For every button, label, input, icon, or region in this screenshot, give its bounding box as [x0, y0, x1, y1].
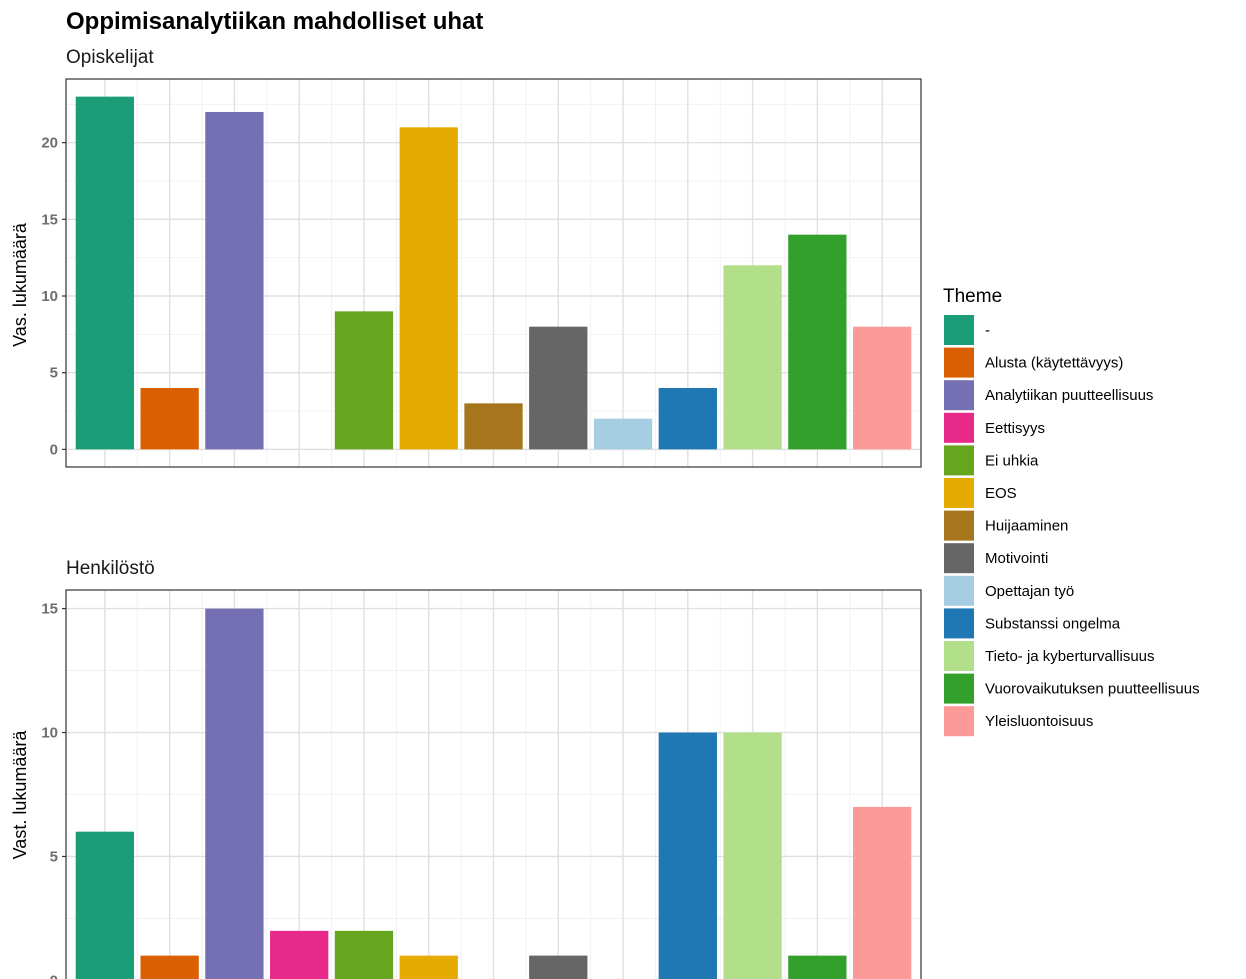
legend-key — [944, 575, 974, 606]
y-tick-label: 5 — [50, 848, 58, 865]
y-tick-label: 15 — [41, 211, 58, 228]
y-tick-label: 10 — [41, 725, 58, 742]
bar-yleisluontoisuus — [852, 326, 912, 450]
legend-label: Opettajan työ — [985, 583, 1074, 600]
legend-label: Yleisluontoisuus — [985, 713, 1093, 730]
panel-border — [65, 589, 922, 979]
y-axis-title: Vas. lukumäärä — [10, 222, 30, 347]
legend-label: Tieto- ja kyberturvallisuus — [985, 648, 1155, 665]
legend-key — [944, 641, 974, 671]
bar-substanssi-ongelma — [658, 388, 717, 450]
bar-tieto-ja-kyberturvallisuus — [723, 732, 782, 979]
panel-henkilosto: Henkilöstö 0 5 10 15 Vast. lukumäärä — [10, 558, 922, 979]
y-axis-title: Vast. lukumäärä — [10, 730, 30, 860]
bar-eos — [399, 127, 458, 450]
bar-alusta-kaytettavyys — [140, 955, 199, 979]
bars — [75, 96, 912, 450]
legend-item-substanssi-ongelma: Substanssi ongelma — [944, 608, 1121, 639]
legend-key — [944, 380, 974, 411]
grid — [66, 590, 921, 979]
legend-item-eettisyys: Eettisyys — [944, 412, 1045, 443]
legend-label: Vuorovaikutuksen puutteellisuus — [985, 681, 1200, 698]
legend-item-analytiikan-puutteellisuus: Analytiikan puutteellisuus — [944, 380, 1153, 411]
legend-label: Eettisyys — [985, 420, 1045, 437]
legend-item-yleisluontoisuus: Yleisluontoisuus — [944, 706, 1093, 737]
bar-ei-uhkia — [334, 930, 394, 979]
legend-item-eos: EOS — [944, 478, 1017, 508]
y-tick-label: 0 — [50, 441, 58, 458]
legend-key — [944, 543, 974, 574]
legend-label: Analytiikan puutteellisuus — [985, 387, 1153, 404]
legend-item-opettajan-tyo: Opettajan työ — [944, 575, 1074, 606]
bar-motivointi — [529, 955, 588, 979]
legend-key — [944, 608, 974, 639]
bar-yleisluontoisuus — [852, 806, 912, 979]
panel-opiskelijat: Opiskelijat 0 5 10 15 20 Vas. lukumäärä — [10, 47, 922, 468]
legend-item-tieto-ja-kyberturvallisuus: Tieto- ja kyberturvallisuus — [944, 641, 1155, 671]
bar-substanssi-ongelma — [658, 732, 717, 979]
bar-opettajan-tyo — [593, 418, 653, 450]
bar-eettisyys — [270, 930, 329, 979]
legend-key — [944, 673, 974, 704]
bars — [75, 608, 912, 979]
panel-subtitle-opiskelijat: Opiskelijat — [66, 47, 154, 68]
legend-label: EOS — [985, 485, 1017, 502]
bar-huijaaminen — [464, 403, 523, 450]
legend-label: Ei uhkia — [985, 452, 1039, 469]
chart-title: Oppimisanalytiikan mahdolliset uhat — [66, 8, 483, 35]
legend-item-alusta-kaytettavyys: Alusta (käytettävyys) — [944, 347, 1123, 378]
legend-key — [944, 510, 974, 541]
bar-analytiikan-puutteellisuus — [205, 111, 264, 450]
y-tick-label: 15 — [41, 601, 58, 618]
y-tick-label: 5 — [50, 365, 58, 382]
bar-ei-uhkia — [334, 311, 394, 450]
bar-alusta-kaytettavyys — [140, 388, 199, 450]
legend: Theme - Alusta (käytettävyys) Analytiikan … — [943, 286, 1200, 737]
legend-item-dash: - — [944, 315, 990, 345]
legend-key — [944, 445, 974, 476]
bar-dash — [75, 831, 135, 979]
legend-label: Alusta (käytettävyys) — [985, 355, 1123, 372]
legend-key — [944, 706, 974, 737]
bar-tieto-ja-kyberturvallisuus — [723, 265, 782, 450]
legend-label: Motivointi — [985, 550, 1048, 567]
bar-vuorovaikutuksen-puutteellisuus — [788, 955, 847, 979]
legend-label: - — [985, 322, 990, 339]
legend-key — [944, 347, 974, 378]
bar-eos — [399, 955, 458, 979]
y-tick-label: 20 — [41, 135, 58, 152]
bar-vuorovaikutuksen-puutteellisuus — [788, 234, 847, 450]
legend-label: Huijaaminen — [985, 518, 1068, 535]
legend-label: Substanssi ongelma — [985, 615, 1121, 632]
legend-key — [944, 412, 974, 443]
bar-motivointi — [529, 326, 588, 450]
legend-item-motivointi: Motivointi — [944, 543, 1048, 574]
bar-analytiikan-puutteellisuus — [205, 608, 264, 979]
y-tick-label: 10 — [41, 288, 58, 305]
y-tick-label: 0 — [50, 972, 58, 979]
legend-item-ei-uhkia: Ei uhkia — [944, 445, 1039, 476]
legend-key — [944, 478, 974, 508]
legend-key — [944, 315, 974, 345]
legend-item-vuorovaikutuksen-puutteellisuus: Vuorovaikutuksen puutteellisuus — [944, 673, 1200, 704]
legend-title: Theme — [943, 286, 1002, 307]
bar-dash — [75, 96, 135, 450]
legend-item-huijaaminen: Huijaaminen — [944, 510, 1068, 541]
panel-border — [65, 78, 922, 468]
panel-subtitle-henkilosto: Henkilöstö — [66, 558, 155, 579]
